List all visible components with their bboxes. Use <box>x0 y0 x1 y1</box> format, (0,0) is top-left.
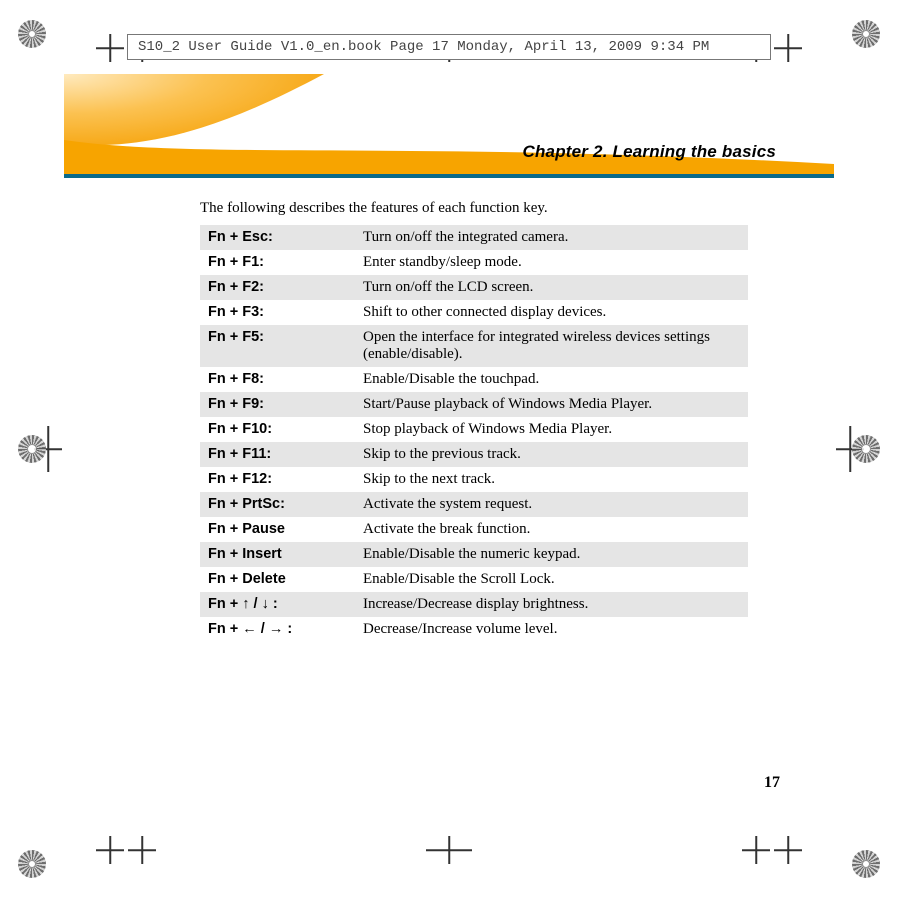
table-row: Fn + F11:Skip to the previous track. <box>200 442 748 467</box>
crop-mark <box>128 836 156 864</box>
fn-desc-cell: Enable/Disable the touchpad. <box>355 367 748 392</box>
table-row: Fn + F12:Skip to the next track. <box>200 467 748 492</box>
table-row: Fn + F8:Enable/Disable the touchpad. <box>200 367 748 392</box>
fn-key-cell: Fn + F1: <box>200 250 355 275</box>
fn-key-cell: Fn + F11: <box>200 442 355 467</box>
fn-desc-cell: Stop playback of Windows Media Player. <box>355 417 748 442</box>
table-row: Fn + PauseActivate the break function. <box>200 517 748 542</box>
page-number: 17 <box>764 774 780 792</box>
table-row: Fn + InsertEnable/Disable the numeric ke… <box>200 542 748 567</box>
register-disc-br <box>852 850 880 878</box>
fn-key-cell: Fn + F5: <box>200 325 355 367</box>
fn-key-cell: Fn + F2: <box>200 275 355 300</box>
function-key-table: Fn + Esc:Turn on/off the integrated came… <box>200 225 748 642</box>
crop-mark <box>774 836 802 864</box>
crop-mark <box>96 34 124 62</box>
intro-text: The following describes the features of … <box>200 200 748 217</box>
register-disc-tr <box>852 20 880 48</box>
fn-desc-cell: Decrease/Increase volume level. <box>355 617 748 642</box>
fn-key-cell: Fn + F10: <box>200 417 355 442</box>
table-row: Fn + F3:Shift to other connected display… <box>200 300 748 325</box>
crop-mark <box>96 836 124 864</box>
fn-key-cell: Fn + Insert <box>200 542 355 567</box>
fn-desc-cell: Turn on/off the integrated camera. <box>355 225 748 250</box>
chapter-title: Chapter 2. Learning the basics <box>522 142 776 162</box>
crop-mark <box>742 836 770 864</box>
table-row: Fn + F10:Stop playback of Windows Media … <box>200 417 748 442</box>
fn-key-cell: Fn + F9: <box>200 392 355 417</box>
page-slug: S10_2 User Guide V1.0_en.book Page 17 Mo… <box>127 34 771 60</box>
banner-swoosh <box>64 74 834 180</box>
table-row: Fn + ↑ / ↓ :Increase/Decrease display br… <box>200 592 748 617</box>
fn-desc-cell: Increase/Decrease display brightness. <box>355 592 748 617</box>
main-content: The following describes the features of … <box>200 200 748 642</box>
fn-desc-cell: Turn on/off the LCD screen. <box>355 275 748 300</box>
fn-desc-cell: Open the interface for integrated wirele… <box>355 325 748 367</box>
table-row: Fn + ← / → :Decrease/Increase volume lev… <box>200 617 748 642</box>
table-row: Fn + F2:Turn on/off the LCD screen. <box>200 275 748 300</box>
fn-key-cell: Fn + Pause <box>200 517 355 542</box>
crop-mark-mid-bottom <box>426 836 472 864</box>
fn-desc-cell: Shift to other connected display devices… <box>355 300 748 325</box>
fn-desc-cell: Activate the system request. <box>355 492 748 517</box>
table-row: Fn + Esc:Turn on/off the integrated came… <box>200 225 748 250</box>
table-row: Fn + PrtSc:Activate the system request. <box>200 492 748 517</box>
fn-desc-cell: Enable/Disable the Scroll Lock. <box>355 567 748 592</box>
fn-desc-cell: Activate the break function. <box>355 517 748 542</box>
fn-key-cell: Fn + ↑ / ↓ : <box>200 592 355 617</box>
fn-key-cell: Fn + PrtSc: <box>200 492 355 517</box>
register-disc-ml <box>18 435 46 463</box>
table-row: Fn + F5:Open the interface for integrate… <box>200 325 748 367</box>
fn-desc-cell: Start/Pause playback of Windows Media Pl… <box>355 392 748 417</box>
fn-key-cell: Fn + F12: <box>200 467 355 492</box>
fn-desc-cell: Enable/Disable the numeric keypad. <box>355 542 748 567</box>
fn-key-cell: Fn + ← / → : <box>200 617 355 642</box>
table-row: Fn + DeleteEnable/Disable the Scroll Loc… <box>200 567 748 592</box>
register-disc-mr <box>852 435 880 463</box>
register-disc-tl <box>18 20 46 48</box>
chapter-banner: Chapter 2. Learning the basics <box>64 74 834 180</box>
fn-key-cell: Fn + F8: <box>200 367 355 392</box>
fn-key-cell: Fn + Delete <box>200 567 355 592</box>
fn-desc-cell: Skip to the next track. <box>355 467 748 492</box>
register-disc-bl <box>18 850 46 878</box>
fn-desc-cell: Skip to the previous track. <box>355 442 748 467</box>
fn-key-cell: Fn + Esc: <box>200 225 355 250</box>
crop-mark <box>774 34 802 62</box>
fn-desc-cell: Enter standby/sleep mode. <box>355 250 748 275</box>
table-row: Fn + F9:Start/Pause playback of Windows … <box>200 392 748 417</box>
fn-key-cell: Fn + F3: <box>200 300 355 325</box>
table-row: Fn + F1:Enter standby/sleep mode. <box>200 250 748 275</box>
